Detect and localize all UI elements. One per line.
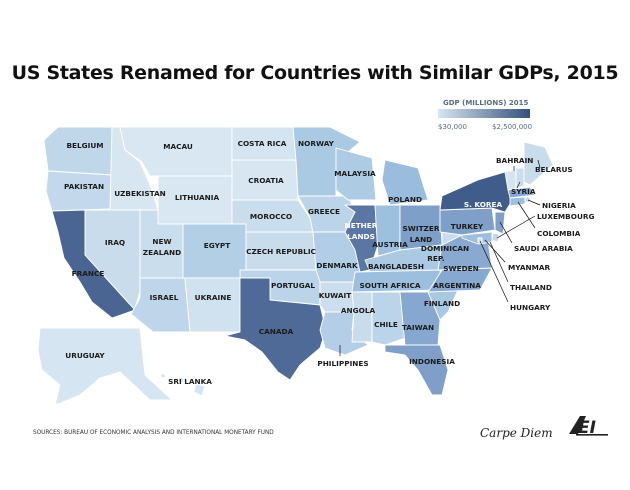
label-georgia: TAIWAN [402, 323, 434, 332]
label-arizona: ISRAEL [150, 293, 179, 302]
label-hawaii: SRI LANKA [168, 377, 212, 386]
label-montana: MACAU [163, 142, 193, 151]
state-mississippi [351, 291, 373, 343]
carpe-diem-brand: Carpe Diem [480, 426, 553, 440]
legend-gradient-bar [438, 109, 530, 118]
state-washington [43, 126, 113, 176]
label-connecticut: COLOMBIA [537, 229, 581, 238]
label-texas: CANADA [259, 327, 294, 336]
callout-line-new-jersey [499, 221, 513, 244]
state-georgia [399, 291, 441, 346]
label-west-virginia-line1: DOMINICAN [421, 244, 469, 253]
label-nebraska: MOROCCO [250, 212, 292, 221]
state-texas [224, 277, 327, 381]
state-massachusetts [507, 186, 536, 199]
label-massachusetts: THAILAND [510, 283, 552, 292]
label-kansas: CZECH REPUBLIC [246, 247, 316, 256]
state-new-jersey [494, 211, 506, 235]
state-alaska [37, 327, 173, 406]
label-missouri: DENMARK [316, 261, 358, 270]
label-wisconsin: MALAYSIA [334, 169, 376, 178]
label-delaware: LUXEMBOURG [537, 212, 594, 221]
label-utah-line2: ZEALAND [143, 248, 181, 257]
label-west-virginia-line2: REP. [427, 254, 445, 263]
label-tennessee: SOUTH AFRICA [360, 281, 421, 290]
legend-max-label: $2,500,000 [492, 123, 533, 131]
state-new-hampshire [515, 167, 525, 189]
legend-title: GDP (MILLIONS) 2015 [443, 99, 529, 107]
label-minnesota: NORWAY [298, 139, 335, 148]
state-nevada [84, 209, 141, 311]
source-note: SOURCES: BUREAU OF ECONOMIC ANALYSIS AND… [33, 428, 274, 436]
label-maryland: MYANMAR [508, 263, 551, 272]
label-pennsylvania: TURKEY [451, 222, 484, 231]
callout-lines [339, 159, 541, 356]
label-florida: INDONESIA [409, 357, 455, 366]
label-wyoming: LITHUANIA [175, 193, 220, 202]
label-utah-line1: NEW [152, 237, 171, 246]
legend-min-label: $30,000 [438, 123, 467, 131]
label-indiana: AUSTRIA [372, 240, 408, 249]
label-arkansas: KUWAIT [319, 291, 352, 300]
label-north-carolina: ARGENTINA [433, 281, 481, 290]
label-ohio-line1: SWITZER [403, 224, 440, 233]
label-rhode-island: NIGERIA [542, 201, 576, 210]
callout-line-maine [537, 159, 541, 169]
label-oklahoma: PORTUGAL [271, 281, 315, 290]
state-maine [523, 141, 554, 186]
label-north-dakota: COSTA RICA [238, 139, 287, 148]
state-hawaii [159, 372, 206, 397]
label-vermont: BAHRAIN [496, 156, 533, 165]
callout-line-dc [479, 240, 509, 303]
state-maryland [461, 231, 493, 245]
map-title: US States Renamed for Countries with Sim… [11, 62, 619, 84]
label-nevada: IRAQ [105, 238, 125, 247]
label-new-hampshire: SYRIA [511, 187, 536, 196]
state-florida [384, 344, 449, 396]
label-virginia: SWEDEN [443, 264, 478, 273]
label-california: FRANCE [72, 269, 105, 278]
label-mississippi: ANGOLA [341, 306, 376, 315]
label-dc: HUNGARY [510, 303, 551, 312]
state-oregon [45, 170, 113, 212]
callout-line-new-hampshire [516, 181, 521, 189]
callout-line-rhode-island [527, 199, 541, 206]
state-alabama [371, 291, 406, 346]
label-maine: BELARUS [535, 165, 573, 174]
label-iowa: GREECE [308, 207, 340, 216]
svg-text:EI: EI [578, 418, 596, 436]
state-rhode-island [524, 196, 531, 203]
label-alaska: URUGUAY [65, 351, 105, 360]
label-south-dakota: CROATIA [248, 176, 284, 185]
state-colorado [182, 223, 247, 279]
label-kentucky: BANGLADESH [368, 262, 424, 271]
callout-line-delaware [496, 215, 536, 239]
label-new-york: S. KOREA [464, 200, 503, 209]
callout-line-connecticut [517, 201, 536, 229]
state-dc [477, 237, 483, 243]
callout-line-maryland [484, 239, 506, 263]
label-new-mexico: UKRAINE [195, 293, 232, 302]
label-oregon: PAKISTAN [64, 182, 104, 191]
label-new-jersey: SAUDI ARABIA [514, 244, 573, 253]
label-washington: BELGIUM [66, 141, 103, 150]
label-ohio-line2: LAND [410, 235, 432, 244]
state-connecticut [509, 196, 526, 207]
callout-line-massachusetts [489, 241, 509, 283]
label-alabama: CHILE [374, 320, 398, 329]
label-louisiana: PHILIPPINES [317, 359, 368, 368]
state-arizona [130, 277, 191, 333]
label-illinois-line1: NETHER [345, 221, 378, 230]
aei-logo: EI [569, 416, 608, 436]
state-michigan [381, 159, 429, 206]
label-illinois-line2: LANDS [347, 232, 375, 241]
label-michigan: POLAND [388, 195, 422, 204]
state-new-mexico [184, 277, 241, 333]
label-south-carolina: FINLAND [424, 299, 460, 308]
state-wisconsin [335, 147, 377, 201]
label-idaho: UZBEKISTAN [114, 189, 166, 198]
label-colorado: EGYPT [204, 241, 230, 250]
